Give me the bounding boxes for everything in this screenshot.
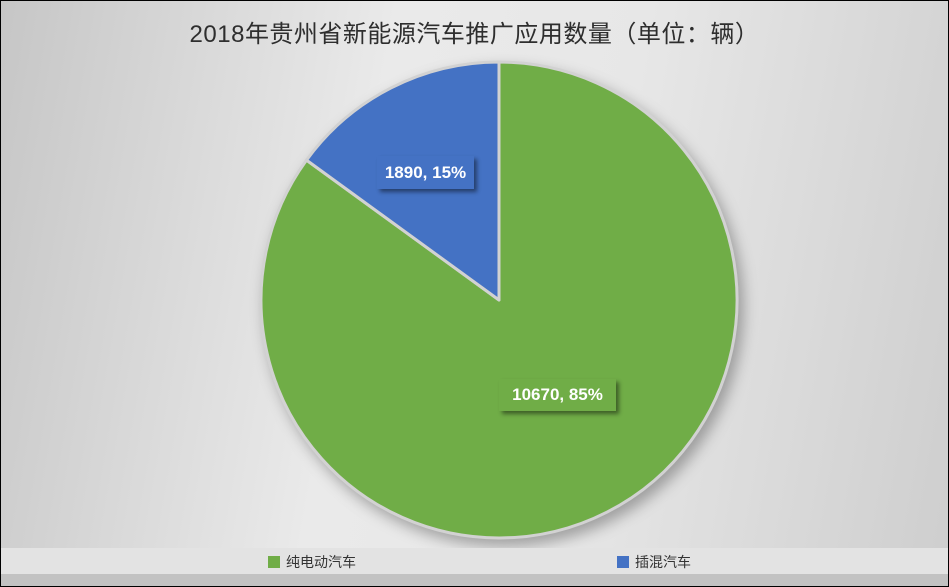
legend-marker-pure-electric [268,556,280,568]
bottom-band [1,574,948,586]
legend-label-plugin-hybrid: 插混汽车 [635,554,691,570]
legend-item-plugin-hybrid[interactable]: 插混汽车 [617,552,691,572]
data-label-pure-electric[interactable]: 10670, 85% [499,379,616,411]
legend-label-pure-electric: 纯电动汽车 [286,554,356,570]
data-label-plugin-hybrid[interactable]: 1890, 15% [377,156,474,189]
legend: 纯电动汽车 插混汽车 [1,548,948,574]
chart-title: 2018年贵州省新能源汽车推广应用数量（单位：辆） [189,21,760,48]
pie-group [259,60,739,540]
legend-marker-plugin-hybrid [617,556,629,568]
legend-item-pure-electric[interactable]: 纯电动汽车 [268,552,356,572]
